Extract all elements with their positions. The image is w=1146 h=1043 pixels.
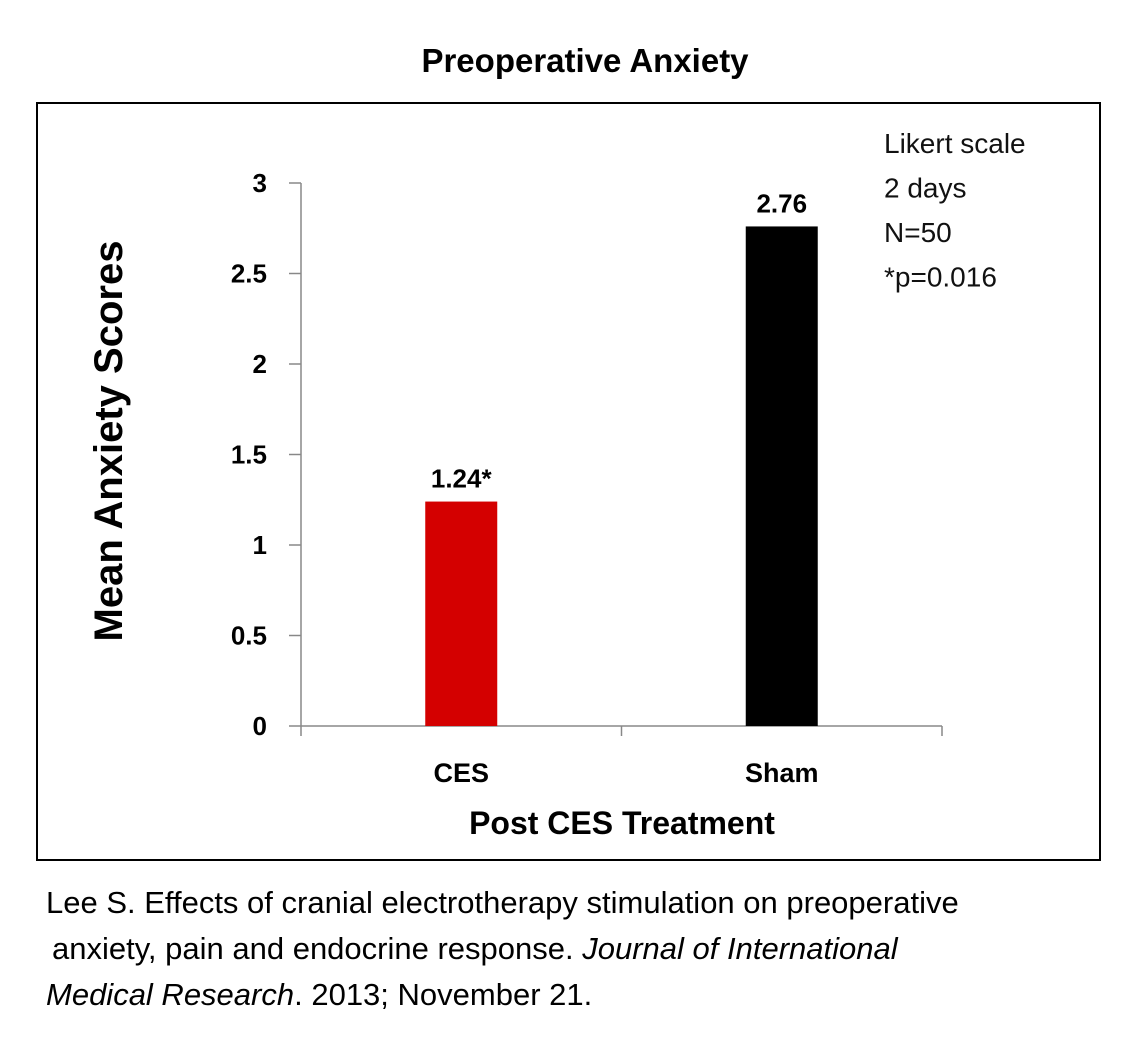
- y-axis-title: Mean Anxiety Scores: [87, 241, 131, 642]
- citation-line-3-plain: . 2013; November 21.: [294, 977, 593, 1012]
- citation-line-2-plain: anxiety, pain and endocrine response.: [52, 931, 583, 966]
- y-tick-label: 3: [253, 168, 267, 198]
- citation-line-3: Medical Research. 2013; November 21.: [46, 972, 1126, 1018]
- bar-ces: [425, 501, 498, 726]
- data-label: 1.24*: [431, 464, 493, 494]
- chart-frame: [36, 102, 1101, 861]
- y-tick-label: 0: [253, 711, 267, 741]
- citation-journal-part-2: Medical Research: [46, 977, 295, 1012]
- x-tick-label: Sham: [745, 758, 819, 788]
- x-axis-title: Post CES Treatment: [469, 805, 775, 841]
- annotation-line: *p=0.016: [884, 262, 997, 293]
- bar-sham: [745, 226, 818, 726]
- citation: Lee S. Effects of cranial electrotherapy…: [46, 880, 1126, 1018]
- annotation-line: Likert scale: [884, 128, 1026, 159]
- citation-line-1: Lee S. Effects of cranial electrotherapy…: [46, 885, 959, 920]
- x-tick-label: CES: [433, 758, 489, 788]
- data-label: 2.76: [756, 188, 807, 218]
- citation-line-2: anxiety, pain and endocrine response. Jo…: [46, 926, 1126, 972]
- annotation-line: N=50: [884, 217, 952, 248]
- chart-title: Preoperative Anxiety: [421, 42, 749, 79]
- y-tick-label: 2: [253, 349, 267, 379]
- annotation-line: 2 days: [884, 173, 967, 204]
- y-tick-label: 2.5: [231, 259, 267, 289]
- citation-journal-part-1: Journal of International: [582, 931, 898, 966]
- y-tick-label: 1.5: [231, 440, 267, 470]
- y-tick-label: 1: [253, 530, 267, 560]
- y-tick-label: 0.5: [231, 621, 267, 651]
